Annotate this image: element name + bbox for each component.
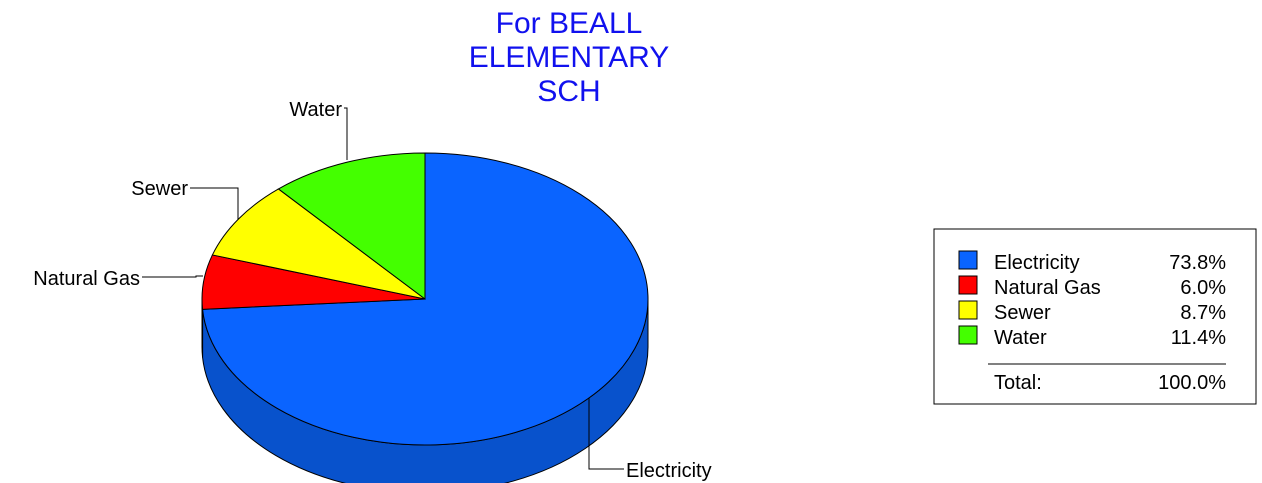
chart-title-line: SCH — [537, 75, 600, 108]
legend-label: Sewer — [994, 302, 1051, 324]
leader-line — [142, 275, 203, 278]
legend-box — [933, 228, 1257, 405]
chart-title-line: ELEMENTARY — [469, 41, 670, 74]
legend-label: Natural Gas — [994, 277, 1101, 299]
slice-labels: Electricity Natural Gas Sewer Water — [33, 99, 711, 482]
legend-swatch-sewer — [958, 300, 978, 320]
legend-swatch-natural-gas — [958, 275, 978, 295]
leader-line — [190, 187, 239, 220]
legend-total-label: Total: — [994, 372, 1042, 394]
legend-value: 73.8% — [1169, 252, 1226, 274]
leader-line — [588, 398, 624, 470]
pie-slices — [201, 152, 649, 446]
legend-value: 6.0% — [1180, 277, 1226, 299]
legend-label: Electricity — [994, 252, 1080, 274]
slice-label-electricity: Electricity — [626, 460, 712, 482]
legend: Electricity 73.8% Natural Gas 6.0% Sewer 8.7%… — [933, 228, 1257, 405]
legend-swatch-electricity — [958, 250, 978, 270]
slice-label-water: Water — [289, 99, 342, 121]
slice-label-natural-gas: Natural Gas — [33, 268, 140, 290]
legend-value: 8.7% — [1180, 302, 1226, 324]
chart-title-line: For BEALL — [496, 7, 643, 40]
legend-label: Water — [994, 327, 1047, 349]
pie-slice-water — [277, 152, 426, 301]
legend-total-value: 100.0% — [1158, 372, 1226, 394]
legend-value: 11.4% — [1171, 327, 1226, 349]
slice-label-sewer: Sewer — [131, 178, 188, 200]
leader-line — [344, 107, 348, 160]
legend-swatch-water — [958, 325, 978, 345]
